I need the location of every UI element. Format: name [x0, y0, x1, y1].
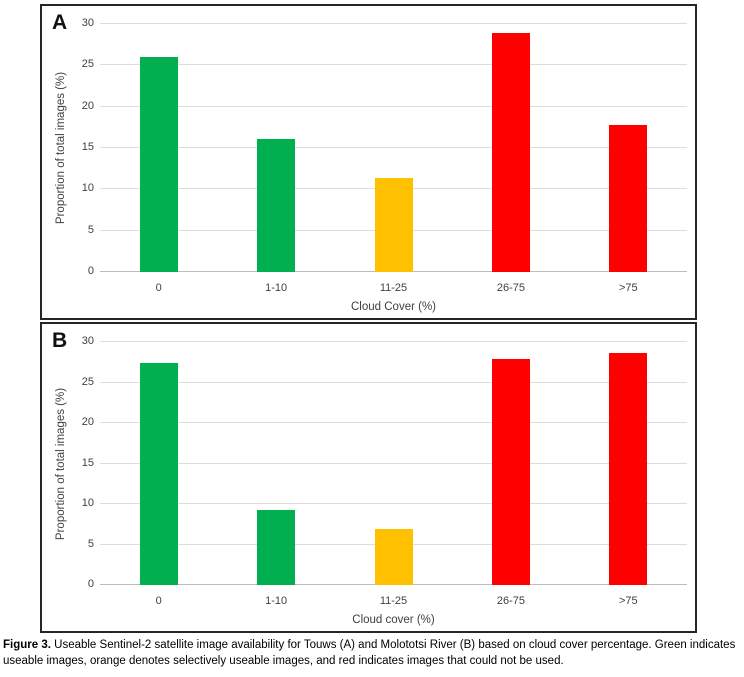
x-tick-label: 1-10 [265, 282, 288, 294]
bar-slot [217, 24, 334, 272]
y-axis-title: Proportion of total images (%) [55, 71, 67, 225]
x-tick-label: >75 [618, 595, 638, 607]
y-tick-label: 30 [81, 17, 94, 29]
y-tick-label: 30 [81, 335, 94, 347]
x-tick-label: 26-75 [496, 282, 525, 294]
figure-caption: Figure 3. Useable Sentinel-2 satellite i… [3, 638, 741, 669]
bar-slot [100, 342, 217, 585]
x-tick-label: 11-25 [379, 282, 408, 294]
y-tick-label: 10 [81, 497, 94, 510]
bar-slot [335, 24, 452, 272]
y-tick-label: 25 [81, 58, 94, 71]
bar->75 [609, 353, 648, 585]
x-axis-title: Cloud cover (%) [352, 614, 435, 626]
bar-slot [335, 342, 452, 585]
plot-area [100, 341, 687, 585]
bar-slot [570, 24, 687, 272]
bar-1-10 [257, 509, 296, 585]
x-axis-title: Cloud Cover (%) [351, 301, 436, 313]
y-tick-label: 0 [87, 578, 94, 590]
gridline-20 [100, 105, 687, 107]
figure-caption-number: Figure 3. [3, 639, 51, 651]
gridline-15 [100, 462, 687, 464]
x-tick-label: 26-75 [496, 595, 525, 607]
bar-series [100, 342, 687, 585]
bar-series [100, 24, 687, 272]
y-tick-label: 15 [81, 141, 94, 153]
gridline-15 [100, 147, 687, 148]
chart-panel-b: B Proportion of total images (%) 0 5 10 15 2… [40, 322, 697, 633]
chart-panel-a: A Proportion of total images (%) 0 5 10 15 2… [40, 4, 697, 320]
y-axis-title: Proportion of total images (%) [55, 387, 67, 540]
bar-slot [100, 24, 217, 272]
bar-slot [570, 342, 687, 585]
x-tick-label: 0 [155, 282, 162, 294]
gridline-25 [100, 381, 687, 383]
y-tick-label: 0 [87, 265, 94, 277]
y-tick-label: 20 [81, 416, 94, 429]
y-axis-ticks: 0 5 10 15 20 25 30 [72, 336, 94, 590]
bar-26-75 [491, 33, 530, 272]
bar-slot [217, 342, 334, 585]
y-tick-label: 5 [87, 223, 94, 236]
x-tick-label: 1-10 [265, 595, 288, 607]
x-tick-label: 11-25 [379, 595, 408, 607]
x-axis-ticks: 0 1-10 11-25 26-75 >75 [100, 282, 687, 294]
bar-0 [139, 363, 178, 585]
bar->75 [609, 124, 648, 272]
panel-label-a: A [52, 11, 68, 34]
y-axis-ticks: 0 5 10 15 20 25 30 [72, 18, 94, 277]
x-tick-label: >75 [618, 282, 638, 294]
panel-label-b: B [52, 329, 68, 352]
bar-11-25 [374, 529, 413, 585]
x-axis-ticks: 0 1-10 11-25 26-75 >75 [100, 595, 687, 607]
bar-slot [452, 342, 569, 585]
x-tick-label: 0 [155, 595, 162, 607]
gridline-25 [100, 64, 687, 66]
y-tick-label: 5 [87, 537, 94, 550]
gridline-30 [100, 23, 687, 24]
gridline-10 [100, 503, 687, 505]
figure-caption-text: Useable Sentinel-2 satellite image avail… [3, 639, 736, 667]
bar-0 [139, 57, 178, 272]
y-tick-label: 10 [81, 182, 94, 195]
gridline-30 [100, 341, 687, 342]
plot-area [100, 23, 687, 272]
bar-26-75 [491, 359, 530, 585]
gridline-20 [100, 422, 687, 424]
y-tick-label: 15 [81, 456, 94, 469]
bar-slot [452, 24, 569, 272]
bar-11-25 [374, 177, 413, 272]
y-tick-label: 25 [81, 375, 94, 388]
bar-1-10 [257, 138, 296, 272]
y-tick-label: 20 [81, 99, 94, 112]
